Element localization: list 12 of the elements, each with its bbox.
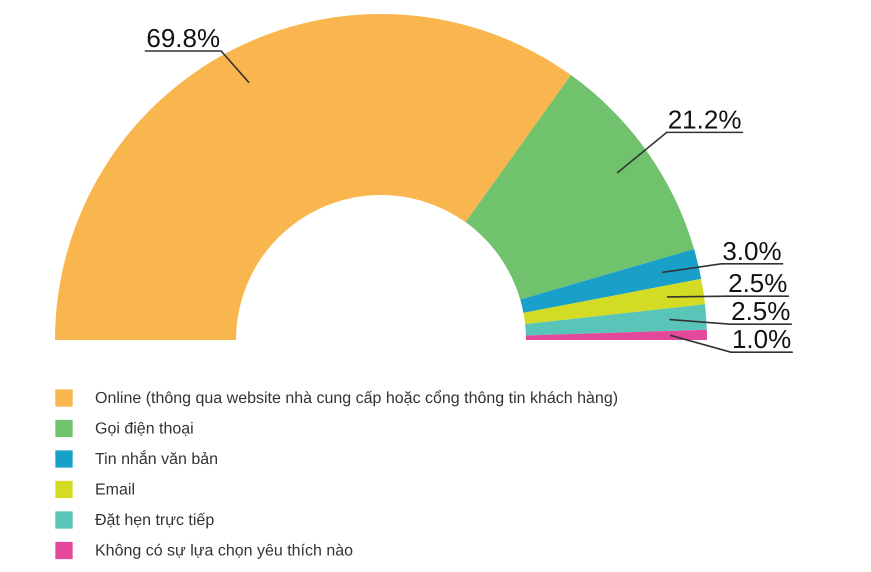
data-label: 69.8% bbox=[146, 23, 220, 53]
legend-label: Email bbox=[95, 482, 136, 498]
data-label: 3.0% bbox=[722, 236, 782, 266]
legend-label: Đặt hẹn trực tiếp bbox=[95, 512, 214, 529]
legend-label: Không có sự lựa chọn yêu thích nào bbox=[95, 542, 354, 560]
data-label: 21.2% bbox=[668, 104, 742, 134]
legend-label: Online (thông qua website nhà cung cấp hoặc cổng thông tin khách hàng) bbox=[95, 390, 618, 407]
legend-label: Tin nhắn văn bản bbox=[95, 450, 218, 468]
data-label: 2.5% bbox=[731, 296, 790, 326]
legend-label: Gọi điện thoại bbox=[95, 420, 194, 438]
data-label: 1.0% bbox=[732, 324, 792, 354]
data-label: 2.5% bbox=[728, 268, 788, 298]
